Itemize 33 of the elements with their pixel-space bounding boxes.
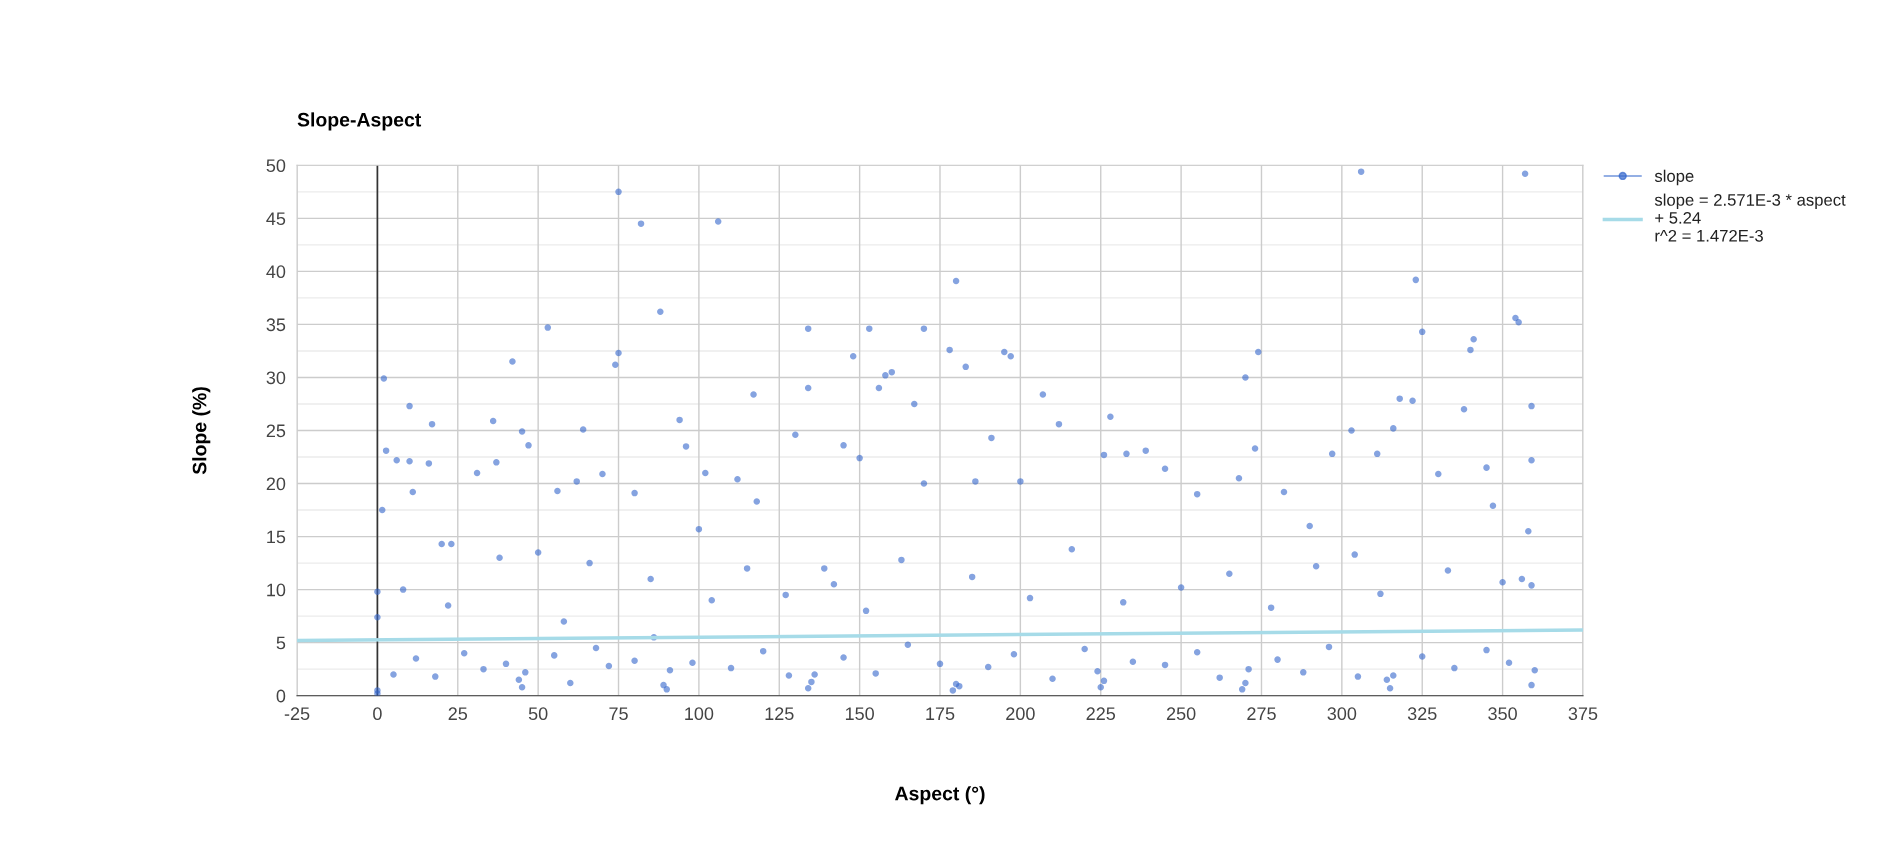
y-tick-label: 10	[267, 583, 286, 597]
x-tick-label: 125	[765, 707, 794, 721]
x-tick-label: 150	[845, 707, 874, 721]
x-tick-label: 350	[1488, 707, 1517, 721]
y-tick-label: 50	[266, 159, 286, 173]
x-tick-label: 375	[1568, 707, 1598, 721]
x-tick-label: 225	[1086, 707, 1116, 721]
x-tick-label: 250	[1166, 707, 1196, 721]
x-tick-label: 325	[1407, 707, 1437, 721]
x-tick-label: 50	[528, 707, 548, 721]
x-axis-title: Aspect (°)	[895, 786, 985, 805]
y-tick-label: 35	[266, 318, 286, 332]
x-tick-label: 200	[1006, 707, 1035, 721]
y-tick-label: 25	[266, 424, 286, 438]
x-tick-label: 100	[685, 707, 714, 721]
legend-label: slope	[1654, 169, 1694, 186]
x-tick-label: 175	[926, 707, 955, 721]
x-tick-label: 0	[373, 707, 382, 721]
x-tick-label: -25	[284, 707, 310, 721]
legend-label: slope = 2.571E-3 * aspect + 5.24 r^2 = 1.472E-3	[1654, 193, 1846, 242]
x-tick-label: 25	[448, 707, 468, 721]
y-tick-label: 30	[266, 371, 286, 385]
chart-title: Slope-Aspect	[297, 112, 422, 131]
y-tick-label: 20	[266, 477, 286, 491]
x-tick-label: 275	[1247, 707, 1276, 721]
y-tick-label: 5	[276, 636, 286, 650]
y-tick-label: 40	[266, 265, 286, 279]
x-tick-label: 300	[1327, 707, 1357, 721]
y-tick-label: 45	[266, 212, 286, 226]
x-tick-label: 75	[609, 707, 628, 721]
y-tick-label: 15	[267, 530, 286, 544]
y-tick-label: 0	[276, 689, 286, 703]
y-axis-title: Slope (%)	[192, 387, 211, 475]
